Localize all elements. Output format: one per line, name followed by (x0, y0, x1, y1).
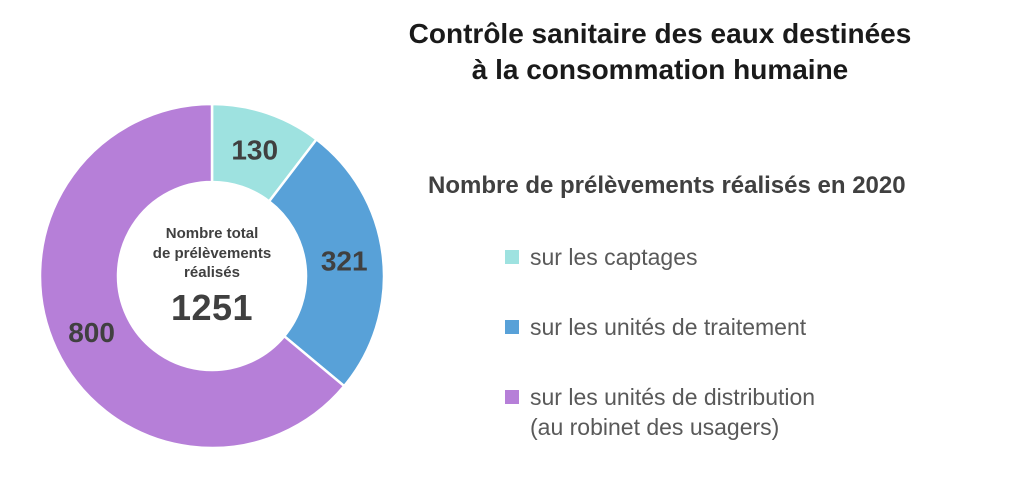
legend-label: sur les unités de traitement (530, 314, 807, 340)
legend-label: sur les unités de distribution (au robin… (530, 382, 815, 442)
chart-title: Contrôle sanitaire des eaux destinées à … (330, 16, 990, 89)
donut-center-label: Nombre total de prélèvements réalisés 12… (122, 224, 302, 329)
legend-item-distribution: sur les unités de distribution (au robin… (505, 382, 815, 442)
donut-segment-2 (38, 102, 346, 450)
legend-label-line-1: sur les unités de distribution (530, 384, 816, 410)
legend: sur les captages sur les unités de trait… (505, 242, 815, 442)
legend-swatch (505, 250, 519, 264)
chart-title-line1: Contrôle sanitaire des eaux destinées (408, 18, 912, 49)
chart-title-line2: à la consommation humaine (471, 54, 849, 86)
donut-segment-1 (267, 138, 386, 388)
legend-title: Nombre de prélèvements réalisés en 2020 (428, 172, 906, 199)
legend-label-line-2: (au robinet des usagers) (530, 414, 780, 440)
center-total-value: 1251 (170, 286, 254, 328)
center-label-line-3: réalisés (184, 263, 240, 281)
center-label-line-2: de prélèvements (152, 244, 272, 262)
segment-value-label: 800 (68, 317, 115, 348)
legend-item-captages: sur les captages (505, 242, 815, 272)
center-label-line-1: Nombre total (165, 224, 259, 242)
legend-swatch (505, 390, 519, 404)
segment-value-label: 130 (231, 135, 278, 166)
legend-item-traitement: sur les unités de traitement (505, 312, 815, 342)
donut-chart-area: 130 321 800 Nombre total de prélèvements r… (34, 98, 390, 454)
legend-label: sur les captages (530, 244, 698, 270)
segment-value-label: 321 (321, 246, 368, 277)
donut-chart: 130 321 800 (38, 102, 386, 450)
legend-swatch (505, 320, 519, 334)
